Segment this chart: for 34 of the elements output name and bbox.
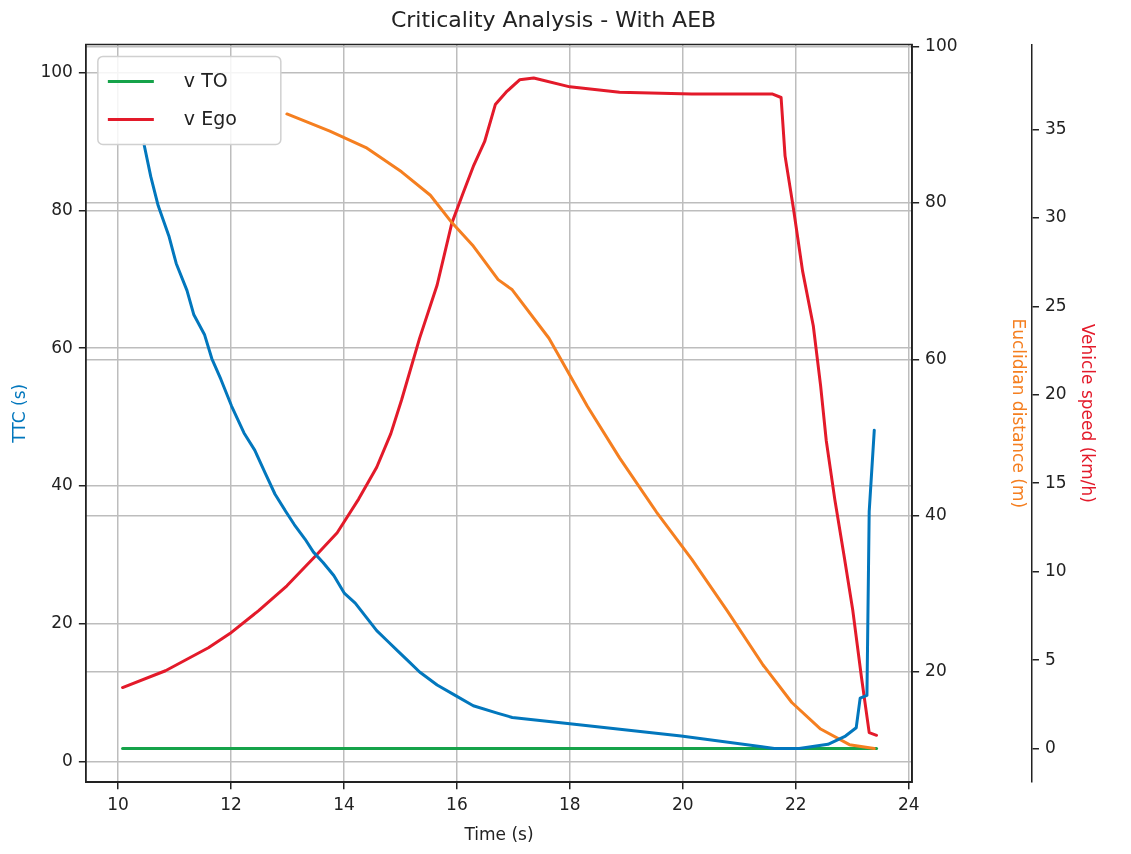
y-tick-label: 60	[51, 336, 73, 357]
y2-tick-label: 80	[925, 191, 947, 212]
y-axis-title: TTC (s)	[8, 383, 29, 444]
y2-tick-label: 100	[925, 35, 958, 56]
y3-tick-label: 30	[1044, 206, 1067, 227]
y3-tick-label: 35	[1044, 117, 1067, 138]
y3-tick-label: 25	[1044, 294, 1067, 315]
y-tick-label: 40	[51, 474, 73, 495]
x-tick-label: 20	[672, 793, 694, 814]
y-tick-label: 80	[51, 198, 73, 219]
y2-tick-label: 40	[925, 504, 947, 525]
x-tick-label: 18	[559, 793, 581, 814]
x-axis-title: Time (s)	[463, 824, 534, 845]
y3-tick-label: 20	[1044, 383, 1067, 404]
y-tick-label: 0	[62, 749, 73, 770]
x-tick-label: 14	[333, 793, 355, 814]
x-tick-label: 24	[897, 793, 920, 814]
legend-label: v Ego	[183, 107, 237, 130]
x-tick-label: 16	[446, 793, 468, 814]
y3-tick-label: 10	[1044, 560, 1067, 581]
y-tick-label: 20	[51, 612, 73, 633]
y3-tick-label: 5	[1044, 648, 1056, 669]
y3-tick-label: 0	[1044, 737, 1056, 758]
x-tick-label: 10	[107, 793, 129, 814]
y3-tick-label: 15	[1044, 471, 1067, 492]
x-tick-label: 22	[784, 793, 807, 814]
y2-tick-label: 20	[925, 660, 947, 681]
y-tick-label: 100	[40, 61, 73, 82]
x-tick-label: 12	[220, 793, 242, 814]
y2-axis-title: Euclidian distance (m)	[1009, 318, 1030, 509]
chart-title: Criticality Analysis - With AEB	[390, 6, 717, 32]
y2-tick-label: 60	[925, 347, 947, 368]
legend-label: v TO	[183, 69, 228, 92]
y3-axis-title: Vehicle speed (km/h)	[1078, 323, 1099, 503]
